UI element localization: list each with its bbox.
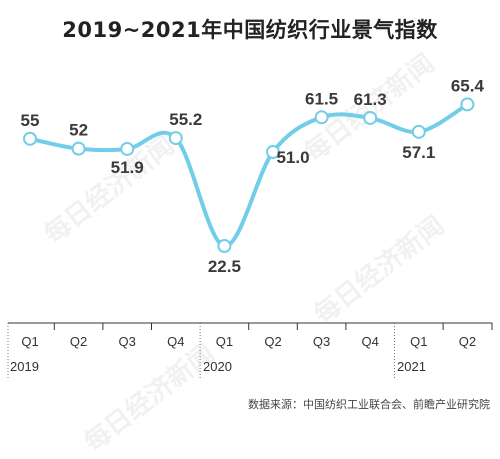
data-label: 55 [21,111,40,130]
series-line [28,102,470,248]
x-tick-label: Q3 [313,334,330,349]
source-note: 数据来源：中国纺织工业联合会、前瞻产业研究院 [248,398,490,411]
data-label: 55.2 [169,110,202,129]
data-label: 22.5 [208,257,241,276]
data-point [23,131,37,146]
x-tick-label: Q1 [216,334,233,349]
data-label: 51.0 [276,148,309,167]
year-label: 2021 [397,359,426,374]
x-tick-label: Q1 [21,334,38,349]
data-point [363,110,378,125]
x-tick-label: Q2 [264,334,281,349]
data-point [314,110,329,125]
data-label: 51.9 [111,158,144,177]
x-tick-label: Q3 [119,334,136,349]
data-point [71,141,86,156]
x-tick-label: Q4 [167,334,184,349]
data-point [168,131,183,146]
data-point [460,97,475,112]
data-point [266,144,280,159]
x-tick-label: Q1 [410,334,427,349]
data-point [411,124,426,139]
data-label: 52 [69,121,88,140]
data-label: 65.4 [451,76,485,95]
data-label: 61.5 [305,89,338,108]
data-point [120,141,135,156]
chart-title: 2019~2021年中国纺织行业景气指数 [62,18,438,42]
data-point [217,239,232,253]
year-label: 2020 [203,359,232,374]
data-label: 57.1 [402,143,435,162]
data-label: 61.3 [354,90,387,109]
line-chart: 55 52 51.9 55.2 22.5 51.0 61.5 61.3 57.1 65.4 Q1 Q2… [7,76,493,378]
year-label: 2019 [10,359,39,374]
x-tick-label: Q4 [362,334,379,349]
x-tick-label: Q2 [70,334,87,349]
x-tick-label: Q2 [459,334,476,349]
